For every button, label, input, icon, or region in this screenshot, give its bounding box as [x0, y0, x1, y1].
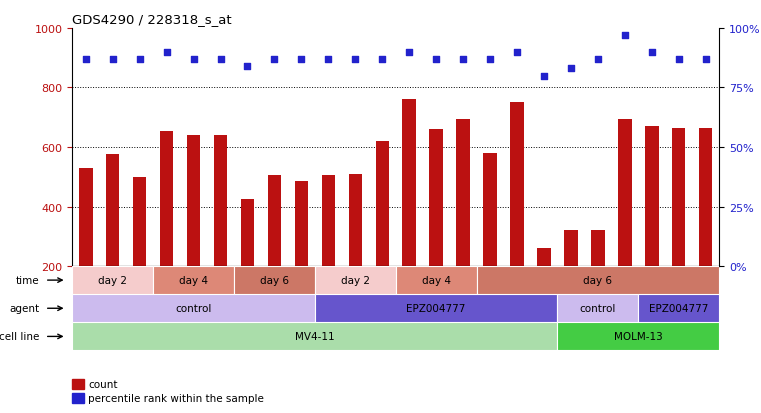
- Bar: [557, 294, 638, 323]
- Bar: [106, 155, 119, 266]
- Bar: [429, 130, 443, 266]
- Bar: [483, 154, 497, 266]
- Point: [484, 57, 496, 63]
- Point: [80, 57, 92, 63]
- Bar: [268, 176, 281, 266]
- Bar: [564, 231, 578, 266]
- Bar: [457, 119, 470, 266]
- Bar: [396, 266, 476, 294]
- Point: [322, 57, 334, 63]
- Bar: [72, 323, 557, 351]
- Point: [215, 57, 227, 63]
- Bar: [295, 181, 308, 266]
- Bar: [403, 100, 416, 266]
- Point: [403, 49, 416, 56]
- Bar: [511, 103, 524, 266]
- Text: day 6: day 6: [584, 275, 613, 285]
- Text: cell line: cell line: [0, 332, 40, 342]
- Point: [241, 64, 253, 70]
- Text: control: control: [580, 304, 616, 313]
- Text: agent: agent: [10, 304, 40, 313]
- Bar: [72, 393, 84, 403]
- Text: time: time: [16, 275, 40, 285]
- Text: day 4: day 4: [179, 275, 208, 285]
- Bar: [672, 128, 686, 266]
- Bar: [187, 136, 200, 266]
- Text: day 2: day 2: [341, 275, 370, 285]
- Point: [619, 33, 631, 39]
- Text: control: control: [175, 304, 212, 313]
- Bar: [72, 379, 84, 389]
- Bar: [160, 131, 174, 266]
- Text: count: count: [88, 379, 118, 389]
- Bar: [315, 266, 396, 294]
- Bar: [240, 199, 254, 266]
- Point: [699, 57, 712, 63]
- Bar: [234, 266, 315, 294]
- Text: day 6: day 6: [260, 275, 289, 285]
- Point: [673, 57, 685, 63]
- Bar: [72, 266, 153, 294]
- Point: [161, 49, 173, 56]
- Point: [645, 49, 658, 56]
- Point: [376, 57, 388, 63]
- Bar: [72, 294, 315, 323]
- Bar: [618, 119, 632, 266]
- Point: [134, 57, 146, 63]
- Text: EPZ004777: EPZ004777: [649, 304, 708, 313]
- Text: percentile rank within the sample: percentile rank within the sample: [88, 394, 264, 404]
- Bar: [557, 323, 719, 351]
- Bar: [349, 174, 362, 266]
- Text: day 2: day 2: [98, 275, 127, 285]
- Point: [295, 57, 307, 63]
- Text: day 4: day 4: [422, 275, 451, 285]
- Bar: [591, 231, 604, 266]
- Bar: [699, 128, 712, 266]
- Point: [187, 57, 199, 63]
- Text: EPZ004777: EPZ004777: [406, 304, 466, 313]
- Point: [349, 57, 361, 63]
- Bar: [638, 294, 719, 323]
- Bar: [79, 169, 93, 266]
- Point: [269, 57, 281, 63]
- Bar: [322, 176, 335, 266]
- Bar: [645, 127, 658, 266]
- Bar: [214, 136, 228, 266]
- Text: MOLM-13: MOLM-13: [614, 332, 663, 342]
- Point: [565, 66, 577, 73]
- Bar: [315, 294, 558, 323]
- Bar: [537, 249, 551, 266]
- Bar: [476, 266, 719, 294]
- Point: [107, 57, 119, 63]
- Bar: [153, 266, 234, 294]
- Point: [430, 57, 442, 63]
- Point: [592, 57, 604, 63]
- Text: MV4-11: MV4-11: [295, 332, 335, 342]
- Point: [457, 57, 470, 63]
- Bar: [375, 142, 389, 266]
- Text: GDS4290 / 228318_s_at: GDS4290 / 228318_s_at: [72, 13, 232, 26]
- Point: [511, 49, 523, 56]
- Point: [538, 73, 550, 80]
- Bar: [133, 177, 146, 266]
